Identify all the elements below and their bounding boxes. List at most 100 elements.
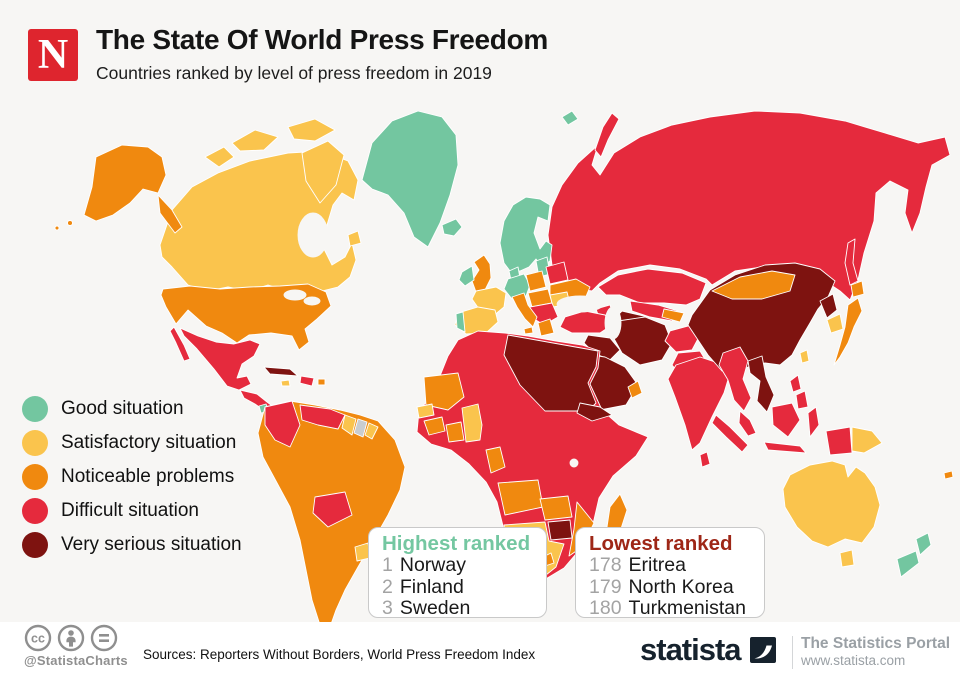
country-arctic-islands bbox=[231, 129, 279, 152]
legend-label-good: Good situation bbox=[61, 398, 184, 419]
rank-country: Eritrea bbox=[628, 554, 686, 576]
statista-mark-icon bbox=[749, 637, 776, 663]
page-title: The State Of World Press Freedom bbox=[96, 24, 548, 55]
country-greece bbox=[537, 318, 555, 337]
rank-country: Finland bbox=[399, 575, 464, 598]
great-lakes bbox=[303, 296, 321, 306]
legend-item-satisfactory: Satisfactory situation bbox=[22, 430, 242, 456]
legend-item-noticeable: Noticeable problems bbox=[22, 464, 242, 490]
statista-charts-handle: @StatistaCharts bbox=[24, 653, 128, 668]
country-sicily bbox=[523, 326, 534, 335]
country-hokkaido bbox=[850, 280, 865, 298]
sources-text: Sources: Reporters Without Borders, Worl… bbox=[143, 647, 536, 662]
country-philippines bbox=[795, 390, 809, 410]
country-alaska-panhandle bbox=[157, 194, 183, 234]
rank-row: 179 North Korea bbox=[589, 575, 751, 599]
country-vietnam-laos bbox=[747, 355, 775, 413]
country-suriname bbox=[353, 418, 368, 438]
country-myanmar-thailand bbox=[718, 346, 752, 412]
caspian-sea bbox=[604, 306, 622, 340]
country-bolivia bbox=[312, 491, 353, 528]
country-sri-lanka bbox=[699, 451, 711, 468]
cc-attribution-icon bbox=[57, 624, 85, 652]
country-north-korea bbox=[819, 293, 838, 319]
country-puerto-rico bbox=[317, 378, 326, 386]
country-novaya-zemlya bbox=[594, 112, 620, 158]
rank-number: 3 bbox=[382, 597, 393, 619]
country-arctic-islands bbox=[287, 118, 336, 142]
rank-number: 178 bbox=[589, 554, 622, 576]
legend-item-difficult: Difficult situation bbox=[22, 498, 242, 524]
country-philippines bbox=[789, 374, 802, 393]
country-taiwan bbox=[799, 349, 810, 364]
country-french-guiana bbox=[364, 422, 379, 440]
country-mauritania bbox=[423, 372, 465, 411]
hudson-bay bbox=[297, 212, 329, 258]
rank-country: North Korea bbox=[628, 575, 734, 598]
country-baja-california bbox=[169, 326, 191, 362]
country-iceland bbox=[441, 218, 463, 237]
legend-swatch-satisfactory bbox=[22, 430, 48, 456]
country-kyrgyzstan bbox=[661, 308, 685, 323]
country-cuba bbox=[263, 366, 299, 377]
rank-row: 3 Sweden bbox=[382, 597, 533, 620]
country-italy bbox=[511, 292, 538, 328]
rank-number: 180 bbox=[589, 597, 622, 619]
country-hispaniola bbox=[299, 375, 315, 387]
portal-block: The Statistics Portal www.statista.com bbox=[801, 635, 950, 669]
country-south-korea bbox=[826, 313, 844, 334]
highest-ranked-box: Highest ranked 1 Norway 2 Finland 3 Sweden bbox=[368, 527, 547, 620]
country-svalbard bbox=[561, 110, 579, 126]
svg-text:cc: cc bbox=[31, 632, 45, 646]
legend-swatch-difficult bbox=[22, 498, 48, 524]
country-sumatra bbox=[711, 414, 749, 453]
lowest-ranked-box: Lowest ranked 178 Eritrea 179 North Korea … bbox=[575, 527, 765, 620]
country-alaska bbox=[83, 144, 167, 222]
footer: cc @StatistaCharts Sources: Reporters Wi… bbox=[0, 622, 960, 684]
country-baffin-island bbox=[301, 140, 345, 204]
country-jamaica bbox=[280, 379, 291, 387]
country-borneo bbox=[771, 402, 801, 438]
country-uk bbox=[471, 254, 492, 293]
country-guyana bbox=[341, 414, 357, 436]
country-west-papua bbox=[825, 426, 853, 456]
rank-row: 1 Norway bbox=[382, 554, 533, 577]
legend-swatch-noticeable bbox=[22, 464, 48, 490]
country-mexico bbox=[179, 327, 261, 391]
legend-label-very-serious: Very serious situation bbox=[61, 534, 242, 555]
rank-row: 180 Turkmenistan bbox=[589, 597, 751, 620]
rank-number: 2 bbox=[382, 575, 393, 598]
great-lakes bbox=[283, 289, 307, 301]
country-papua-new-guinea bbox=[851, 426, 883, 454]
country-greenland bbox=[361, 110, 459, 248]
portal-url: www.statista.com bbox=[801, 653, 906, 668]
aleutian-island bbox=[67, 220, 73, 226]
country-oman bbox=[627, 380, 643, 399]
map-legend: Good situation Satisfactory situation No… bbox=[22, 396, 242, 566]
lake-victoria bbox=[569, 458, 579, 468]
lowest-ranked-title: Lowest ranked bbox=[589, 532, 733, 555]
rank-number: 179 bbox=[589, 575, 622, 598]
country-sakhalin bbox=[844, 238, 859, 286]
rank-number: 1 bbox=[382, 554, 393, 576]
country-iran bbox=[611, 316, 673, 366]
country-java bbox=[763, 441, 807, 454]
cc-equal-icon bbox=[90, 624, 118, 652]
statista-logo: statista bbox=[640, 634, 776, 665]
license-block: cc @StatistaCharts bbox=[24, 624, 128, 668]
legend-item-very-serious: Very serious situation bbox=[22, 532, 242, 558]
cc-icon: cc bbox=[24, 624, 52, 652]
legend-swatch-very-serious bbox=[22, 532, 48, 558]
country-mongolia bbox=[711, 270, 796, 300]
country-arctic-islands bbox=[204, 146, 235, 168]
country-india bbox=[667, 356, 731, 451]
country-zambia bbox=[539, 495, 573, 521]
country-venezuela bbox=[299, 404, 346, 430]
country-poland bbox=[525, 270, 547, 292]
footer-divider bbox=[792, 636, 793, 669]
legend-item-good: Good situation bbox=[22, 396, 242, 422]
country-ghana-burkina bbox=[461, 403, 483, 443]
country-senegal bbox=[416, 403, 435, 419]
rank-country: Turkmenistan bbox=[628, 597, 746, 619]
